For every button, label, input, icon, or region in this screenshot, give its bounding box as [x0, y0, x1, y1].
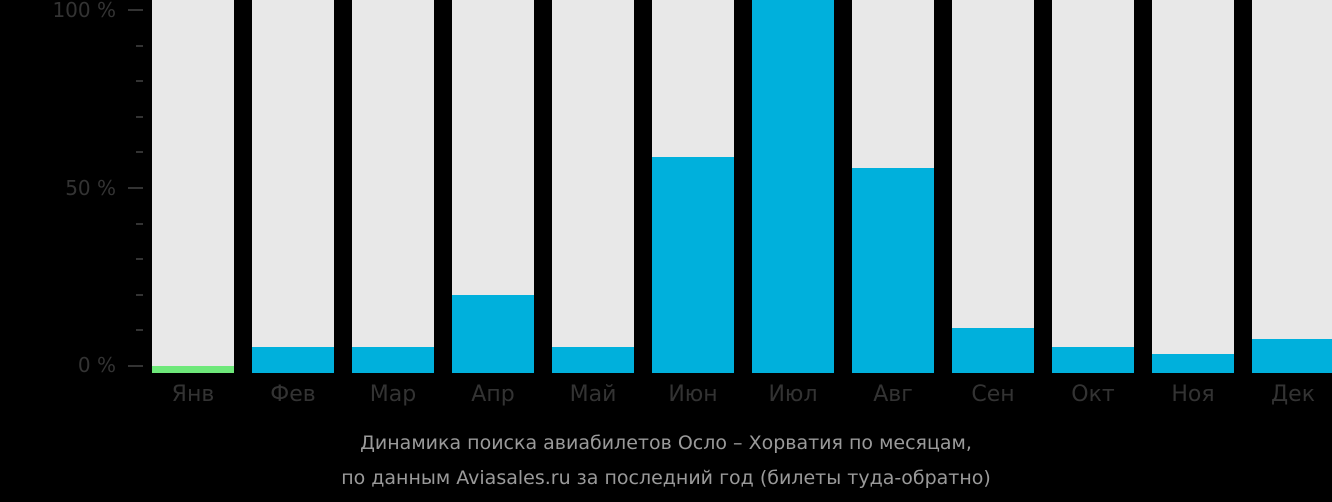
bar-fill	[952, 328, 1034, 373]
bar-fill	[252, 346, 334, 373]
x-tick-label: Июл	[768, 382, 818, 407]
y-tick-label-0: 0 %	[77, 353, 116, 377]
minor-tick	[136, 258, 143, 261]
x-tick-label: Дек	[1270, 382, 1315, 407]
minor-tick	[136, 80, 143, 83]
bar-fill	[352, 346, 434, 373]
bar-track	[252, 0, 334, 373]
bar-fill	[652, 156, 734, 373]
x-tick-label: Фев	[270, 382, 316, 407]
y-tick-label-50: 50 %	[65, 176, 116, 200]
bar-fill	[1152, 354, 1234, 373]
x-tick-label: Окт	[1071, 382, 1115, 407]
minor-tick	[136, 293, 143, 296]
x-tick-label: Сен	[971, 382, 1015, 407]
x-tick-label: Май	[569, 382, 617, 407]
bar-fill	[1052, 346, 1134, 373]
bar-track	[952, 0, 1034, 373]
major-tick	[128, 187, 143, 189]
minor-tick	[136, 329, 143, 332]
bar-fill	[452, 294, 534, 373]
bar-track	[152, 0, 234, 373]
x-tick-label: Ноя	[1171, 382, 1215, 407]
bar-track	[1052, 0, 1134, 373]
y-tick-label-100: 100 %	[52, 0, 116, 22]
bar-track	[1252, 0, 1332, 373]
bar-track	[352, 0, 434, 373]
bar-track	[1152, 0, 1234, 373]
minor-tick	[136, 44, 143, 47]
x-tick-label: Апр	[471, 382, 515, 407]
minor-tick	[136, 151, 143, 154]
caption-line-1: Динамика поиска авиабилетов Осло – Хорва…	[360, 432, 972, 454]
x-tick-label: Мар	[369, 382, 417, 407]
bar-fill	[152, 365, 234, 373]
bar-fill	[1252, 339, 1332, 373]
bar-fill	[752, 0, 834, 373]
bar-track	[652, 0, 734, 373]
x-tick-label: Авг	[873, 382, 913, 407]
minor-tick	[136, 115, 143, 118]
bar-fill	[852, 167, 934, 373]
x-tick-label: Янв	[171, 382, 215, 407]
x-tick-label: Июн	[668, 382, 718, 407]
bar-fill	[552, 346, 634, 373]
major-tick	[128, 9, 143, 11]
major-tick	[128, 365, 143, 367]
caption-line-2: по данным Aviasales.ru за последний год …	[341, 467, 991, 489]
bar-track	[852, 0, 934, 373]
bar-track	[552, 0, 634, 373]
bar-track	[452, 0, 534, 373]
minor-tick	[136, 222, 143, 225]
bar-track	[752, 0, 834, 373]
